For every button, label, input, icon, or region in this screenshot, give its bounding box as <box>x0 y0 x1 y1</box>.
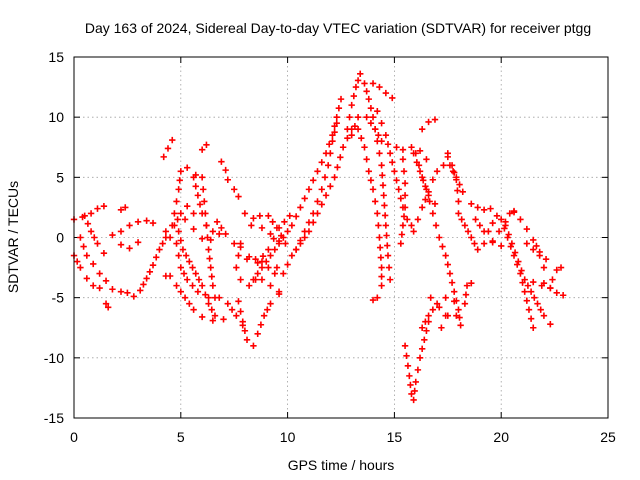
series-track-32 <box>273 126 355 277</box>
series-track-21 <box>213 218 244 247</box>
plot-frame <box>73 56 609 419</box>
series-track-18 <box>190 174 217 235</box>
y-tick-label: -5 <box>52 290 65 306</box>
series-track-45 <box>401 318 432 404</box>
series-track-43 <box>418 116 439 133</box>
series-track-56 <box>480 212 501 247</box>
series-track-53 <box>455 210 481 253</box>
series-track-33 <box>288 95 345 229</box>
series-track-03 <box>77 234 116 293</box>
series-track-04 <box>81 212 108 257</box>
series-track-23 <box>224 176 242 200</box>
x-tick-label: 20 <box>493 429 509 445</box>
series-track-35 <box>344 70 394 283</box>
series-track-22 <box>218 158 229 174</box>
series-track-26 <box>233 264 283 295</box>
series-track-60 <box>510 209 550 263</box>
x-tick-labels: 0 5 10 15 20 25 <box>70 429 616 445</box>
series-track-08 <box>117 217 157 235</box>
x-tick-label: 0 <box>70 429 78 445</box>
series-track-15 <box>173 282 227 324</box>
series-track-27 <box>235 252 278 277</box>
y-axis-label: SDTVAR / TECUs <box>5 181 21 293</box>
series-track-16 <box>175 228 219 319</box>
series-track-48 <box>418 294 458 331</box>
series-track-13 <box>166 164 199 241</box>
y-tick-labels: 15 10 5 0 -5 -10 -15 <box>44 49 64 426</box>
series-track-51 <box>446 162 466 195</box>
series-track-24 <box>216 294 246 329</box>
series-track-28 <box>237 212 293 266</box>
x-tick-label: 10 <box>280 429 296 445</box>
y-tick-label: 15 <box>48 49 64 65</box>
series-track-05 <box>102 300 112 311</box>
series-track-10 <box>162 272 174 280</box>
series-track-11 <box>160 136 176 161</box>
chart-title: Day 163 of 2024, Sidereal Day-to-day VTE… <box>85 20 591 36</box>
series-track-59 <box>502 222 554 328</box>
data-marks <box>70 70 567 404</box>
series-track-62 <box>530 278 554 292</box>
x-tick-label: 15 <box>387 429 403 445</box>
series-track-41 <box>397 156 409 247</box>
series-track-49 <box>438 312 449 331</box>
series-track-37 <box>348 113 385 145</box>
y-tick-label: 0 <box>56 230 64 246</box>
series-track-30 <box>248 212 289 247</box>
series-track-44 <box>412 150 439 208</box>
series-track-06 <box>117 204 129 214</box>
series-track-63 <box>540 280 567 299</box>
y-tick-label: -15 <box>44 410 64 426</box>
series-track-17 <box>181 216 223 244</box>
series-track-09 <box>117 234 170 300</box>
series-track-14 <box>173 240 212 301</box>
series-track-61 <box>523 240 548 271</box>
series-track-31 <box>250 228 291 283</box>
series-track-36 <box>354 126 385 304</box>
x-tick-label: 5 <box>177 429 185 445</box>
x-axis-label: GPS time / hours <box>288 457 395 473</box>
y-tick-label: 5 <box>56 169 64 185</box>
series-track-19 <box>198 174 219 301</box>
y-tick-label: -10 <box>44 350 64 366</box>
series-track-40 <box>393 144 430 163</box>
series-track-20 <box>198 141 210 153</box>
series-track-12 <box>162 203 197 235</box>
series-track-52 <box>461 280 475 307</box>
series-track-02 <box>70 203 108 223</box>
series-track-25 <box>235 290 283 349</box>
series-track-46 <box>410 153 451 235</box>
y-tick-label: 10 <box>48 109 64 125</box>
series-track-34 <box>292 119 340 253</box>
series-track-07 <box>109 231 142 252</box>
series-track-58 <box>498 216 537 331</box>
series-track-64 <box>549 264 565 283</box>
x-tick-label: 25 <box>600 429 616 445</box>
series-track-38 <box>369 80 396 102</box>
grid <box>74 57 608 418</box>
series-track-54 <box>468 200 494 214</box>
